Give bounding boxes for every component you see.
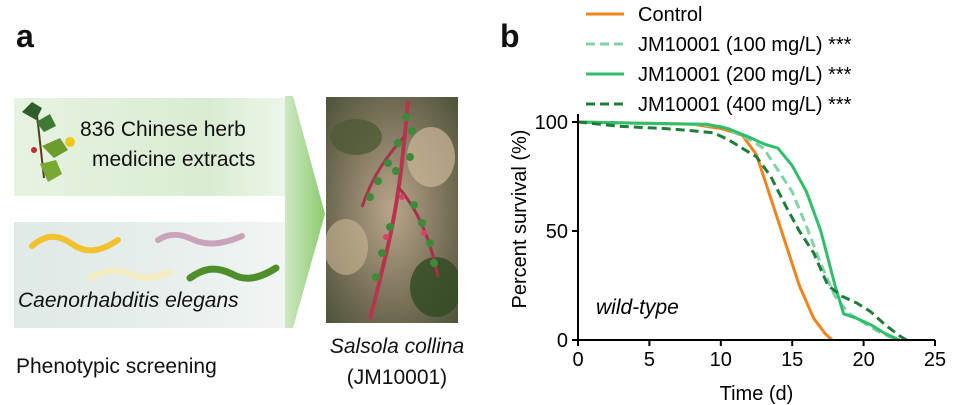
legend-label-1: Control bbox=[638, 4, 702, 26]
x-tick-label: 10 bbox=[710, 349, 732, 371]
survival-chart: Control JM10001 (100 mg/L) *** JM10001 (20… bbox=[509, 4, 947, 405]
chart-axes: 0 5 10 15 20 25 0 50 100 bbox=[535, 112, 947, 371]
worm-icon-cream bbox=[87, 267, 173, 281]
herb-leaves-icon bbox=[22, 102, 75, 182]
herb-extracts-line-1: 836 Chinese herb bbox=[80, 118, 246, 141]
x-tick-label: 20 bbox=[852, 349, 874, 371]
x-axis-title: Time (d) bbox=[720, 383, 794, 405]
series-layer bbox=[577, 120, 908, 342]
strain-annotation: wild-type bbox=[596, 296, 679, 319]
worm-icon-pink bbox=[155, 231, 245, 247]
phenotypic-screening-label: Phenotypic screening bbox=[16, 355, 217, 378]
salsola-collina-photo bbox=[326, 97, 458, 323]
y-axis-title: Percent survival (%) bbox=[509, 130, 531, 309]
species-name-label: Salsola collina bbox=[329, 335, 465, 358]
panel-b-label: b bbox=[500, 18, 520, 54]
x-tick-label: 25 bbox=[924, 349, 946, 371]
chart-legend: Control JM10001 (100 mg/L) *** JM10001 (20… bbox=[586, 4, 852, 116]
legend-label-4: JM10001 (400 mg/L) *** bbox=[638, 94, 852, 116]
y-tick-label: 100 bbox=[535, 112, 568, 134]
worm-icon-yellow bbox=[29, 233, 121, 254]
y-tick-label: 50 bbox=[546, 221, 568, 243]
x-tick-label: 0 bbox=[572, 349, 583, 371]
series-line-4 bbox=[577, 120, 908, 342]
worm-species-label: Caenorhabditis elegans bbox=[18, 289, 239, 312]
legend-label-3: JM10001 (200 mg/L) *** bbox=[638, 64, 852, 86]
worm-icon-green bbox=[186, 264, 280, 282]
x-tick-label: 15 bbox=[781, 349, 803, 371]
screening-arrow-icon bbox=[285, 96, 325, 328]
series-line-3 bbox=[577, 120, 900, 342]
x-tick-label: 5 bbox=[644, 349, 655, 371]
y-tick-label: 0 bbox=[557, 330, 568, 352]
herb-extracts-line-2: medicine extracts bbox=[92, 148, 256, 171]
species-code-label: (JM10001) bbox=[346, 366, 448, 389]
panel-a-label: a bbox=[16, 18, 34, 54]
legend-label-2: JM10001 (100 mg/L) *** bbox=[638, 34, 852, 56]
